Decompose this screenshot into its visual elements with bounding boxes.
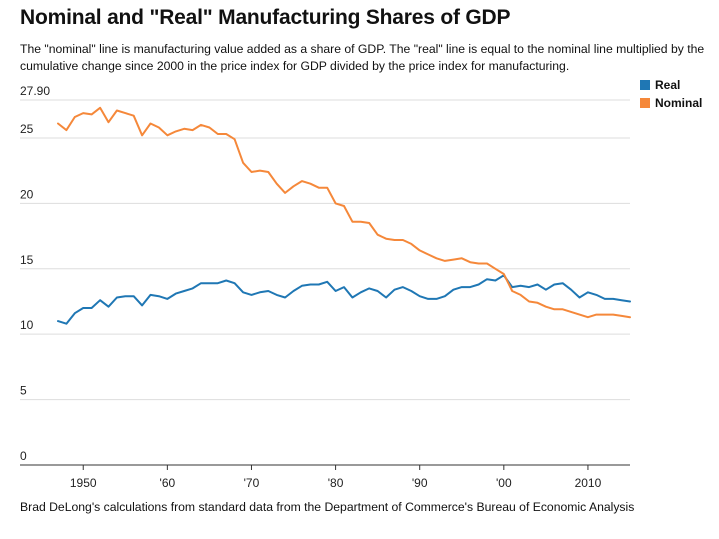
x-axis-ticks: 1950 '60 '70 '80 '90 '00 2010 [70,465,602,490]
y-tick-label: 15 [20,253,34,267]
series-line-real [57,274,631,325]
legend-label-real: Real [655,78,681,92]
legend: Real Nominal [640,76,702,112]
x-tick-label: '70 [244,476,260,490]
source-note: Brad DeLong's calculations from standard… [20,500,635,514]
legend-item-real[interactable]: Real [640,76,702,94]
x-tick-label: '90 [412,476,428,490]
x-tick-label: 1950 [70,476,97,490]
x-tick-label: 2010 [575,476,602,490]
y-tick-label: 5 [20,384,27,398]
series-line-nominal [57,106,631,319]
legend-swatch-nominal [640,98,650,108]
grid-lines [20,99,630,401]
x-tick-label: '80 [328,476,344,490]
chart-subtitle: The "nominal" line is manufacturing valu… [20,42,705,73]
legend-item-nominal[interactable]: Nominal [640,94,702,112]
chart-title: Nominal and "Real" Manufacturing Shares … [20,6,511,29]
legend-swatch-real [640,80,650,90]
x-tick-label: '60 [160,476,176,490]
y-tick-label: 20 [20,187,34,201]
y-tick-label: 27.90 [20,84,50,98]
y-tick-label: 10 [20,318,34,332]
legend-label-nominal: Nominal [655,96,703,110]
series-lines [57,106,631,325]
y-axis-ticks: 0 5 10 15 20 25 27.90 [20,84,50,463]
x-tick-label: '00 [496,476,512,490]
y-tick-label: 25 [20,122,34,136]
y-tick-label: 0 [20,449,27,463]
